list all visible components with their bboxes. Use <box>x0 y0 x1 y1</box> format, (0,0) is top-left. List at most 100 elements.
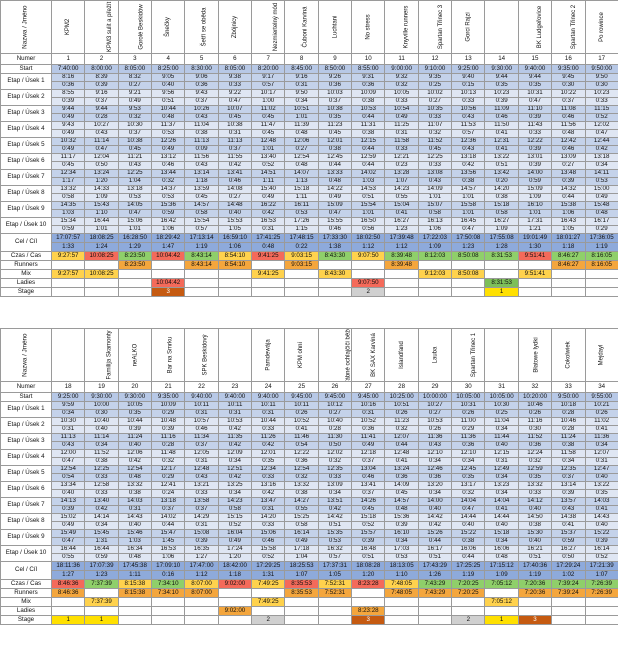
etap-arrival-time: 10:21 <box>585 402 618 410</box>
etap-split-time: 0:26 <box>452 410 485 418</box>
etap-arrival-time: 13:59 <box>185 186 218 194</box>
etap-label: Etap / Úsek 10 <box>1 218 52 234</box>
etap-arrival-time: 9:05 <box>152 74 185 82</box>
etap-arrival-time: 15:04 <box>385 202 418 210</box>
etap-split-time: 1:01 <box>252 146 285 154</box>
etap-index: 1 <box>39 405 44 412</box>
etap-arrival-time: 14:02 <box>352 170 385 178</box>
etap-split-time: 0:35 <box>585 490 618 498</box>
team-number: 3 <box>118 54 151 65</box>
etap-arrival-time: 15:00 <box>585 186 618 194</box>
etap-arrival-time: 10:02 <box>418 90 451 98</box>
ladies-time <box>385 279 418 288</box>
finish-time: 17:37:31 <box>318 562 351 571</box>
team-name: Po rowince <box>599 12 605 42</box>
etap-split-time: 0:36 <box>418 474 451 482</box>
runners-time: 7:43:29 <box>418 589 451 598</box>
etap-arrival-time: 10:38 <box>318 106 351 114</box>
etap-label: Etap / Úsek 6 <box>1 482 52 498</box>
team-number: 32 <box>518 382 551 393</box>
etap-arrival-time: 9:32 <box>385 74 418 82</box>
ladies-time <box>385 607 418 616</box>
etap-split-time: 0:43 <box>552 506 585 514</box>
etap-arrival-time: 17:03 <box>385 546 418 554</box>
etap-split-time: 0:33 <box>385 146 418 154</box>
etap-arrival-time: 13:16 <box>252 482 285 490</box>
runners-time: 8:43:14 <box>185 261 218 270</box>
team-name: BK Ludgeřovice <box>537 6 543 48</box>
etap-arrival-time: 16:53 <box>252 218 285 226</box>
etap-split-time: 0:39 <box>585 538 618 546</box>
etap-arrival-time: 14:38 <box>552 514 585 522</box>
etap-arrival-time: 12:48 <box>185 466 218 474</box>
total-time: 8:39:48 <box>385 252 418 261</box>
etap-split-time: 0:47 <box>318 210 351 218</box>
runners-label: Runners <box>1 261 52 270</box>
etap-arrival-time: 10:52 <box>352 418 385 426</box>
etap-arrival-time: 10:30 <box>118 122 151 130</box>
etap-arrival-time: 13:14 <box>185 170 218 178</box>
etap-split-time: 0:48 <box>485 554 518 562</box>
etap-split-time: 0:47 <box>585 130 618 138</box>
finish-time: 17:47:00 <box>185 562 218 571</box>
etap-split-time: 0:51 <box>318 522 351 530</box>
start-time: 10:05:00 <box>485 393 518 402</box>
start-label: Start <box>1 393 52 402</box>
team-name: Pamdewája <box>265 339 271 370</box>
etap-split-time: 0:39 <box>185 538 218 546</box>
mix-time <box>285 598 318 607</box>
etap-split-time: 0:40 <box>152 82 185 90</box>
etap-arrival-time: 14:09 <box>418 186 451 194</box>
etap-split-time: 0:31 <box>285 82 318 90</box>
etap-arrival-time: 10:11 <box>185 402 218 410</box>
etap-split-time: 1:04 <box>285 554 318 562</box>
etap-split-time: 0:36 <box>452 442 485 450</box>
start-time: 8:25:00 <box>152 65 185 74</box>
etap-arrival-time: 9:16 <box>85 90 118 98</box>
etap-arrival-time: 12:51 <box>218 466 251 474</box>
stage-rank <box>185 288 218 297</box>
team-name: Błatowe Iydki <box>533 337 539 372</box>
total-time: 8:46:36 <box>52 580 85 589</box>
etap-arrival-time: 12:46 <box>418 466 451 474</box>
etap-index: 9 <box>39 533 44 540</box>
start-time: 9:00:00 <box>385 65 418 74</box>
etap-arrival-time: 11:48 <box>152 450 185 458</box>
team-name-cell: Goroló 1. Bálbecký Jablunkov <box>485 1 518 54</box>
etap-arrival-time: 13:24 <box>385 466 418 474</box>
etap-split-time: 0:27 <box>285 146 318 154</box>
etap-split-time: 0:38 <box>352 130 385 138</box>
runners-time: 8:16:05 <box>585 261 618 270</box>
ladies-time: 8:23:28 <box>352 607 385 616</box>
mix-time <box>385 270 418 279</box>
etap-split-time: 0:42 <box>252 442 285 450</box>
etap-split-time: 0:58 <box>285 522 318 530</box>
etap-arrival-time: 11:02 <box>252 106 285 114</box>
etap-arrival-time: 10:51 <box>285 106 318 114</box>
etap-split-time: 0:34 <box>218 490 251 498</box>
etap-split-time: 1:23 <box>385 226 418 234</box>
etap-split-time: 0:38 <box>285 490 318 498</box>
etap-arrival-time: 13:42 <box>485 170 518 178</box>
etap-arrival-time: 13:32 <box>285 482 318 490</box>
etap-split-time: 0:34 <box>485 538 518 546</box>
etap-split-time: 0:36 <box>518 442 551 450</box>
etap-arrival-time: 11:14 <box>85 138 118 146</box>
etap-index: 4 <box>39 125 44 132</box>
etap-split-time: 0:58 <box>52 194 85 202</box>
mix-time <box>485 270 518 279</box>
finish-split: 1:23 <box>452 243 485 252</box>
etap-split-time: 0:44 <box>452 554 485 562</box>
stage-rank <box>218 616 251 625</box>
etap-arrival-time: 13:09 <box>318 482 351 490</box>
ladies-time <box>252 607 285 616</box>
etap-split-time: 0:32 <box>285 474 318 482</box>
etap-split-time: 0:41 <box>485 146 518 154</box>
etap-arrival-time: 12:06 <box>118 450 151 458</box>
etap-arrival-time: 11:02 <box>585 418 618 426</box>
etap-index: 7 <box>39 501 44 508</box>
etap-arrival-time: 15:36 <box>385 514 418 522</box>
etap-arrival-time: 15:48 <box>585 202 618 210</box>
etap-split-time: 0:33 <box>585 98 618 106</box>
etap-arrival-time: 11:04 <box>185 122 218 130</box>
